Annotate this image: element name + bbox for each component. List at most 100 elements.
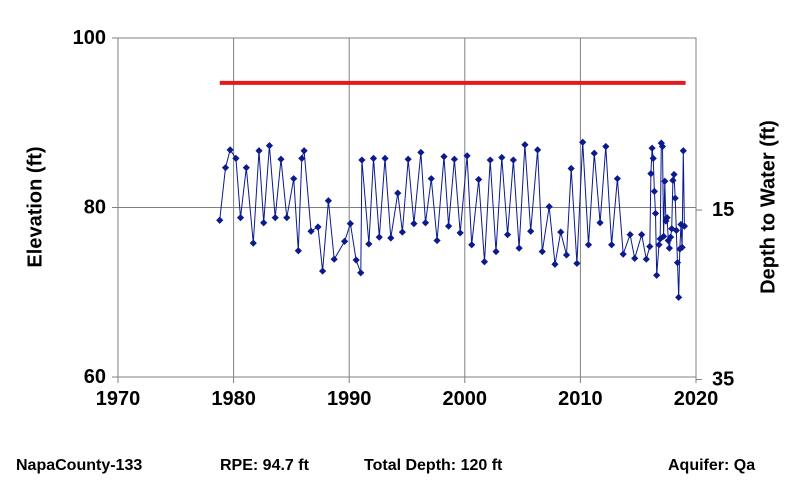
data-point bbox=[271, 214, 279, 222]
data-point bbox=[631, 254, 639, 262]
data-point bbox=[672, 226, 680, 234]
data-point bbox=[653, 271, 661, 279]
data-point bbox=[277, 155, 285, 163]
well-name: NapaCounty-133 bbox=[16, 457, 143, 474]
data-point bbox=[298, 154, 306, 162]
data-point bbox=[307, 227, 315, 235]
data-point bbox=[677, 220, 685, 229]
data-point bbox=[567, 164, 575, 173]
x-tick-label: 2020 bbox=[674, 388, 719, 410]
data-point bbox=[314, 223, 322, 231]
data-point bbox=[283, 214, 291, 222]
data-point bbox=[468, 241, 476, 249]
x-tick-label: 2000 bbox=[443, 388, 488, 410]
data-point bbox=[260, 219, 268, 227]
data-point bbox=[216, 216, 224, 224]
data-point bbox=[255, 147, 263, 155]
data-point bbox=[480, 258, 489, 266]
data-point bbox=[534, 146, 542, 154]
data-point bbox=[498, 153, 506, 162]
data-point bbox=[562, 251, 571, 259]
data-point bbox=[655, 241, 663, 249]
y-tick-label: 80 bbox=[84, 197, 106, 219]
x-tick-label: 1990 bbox=[327, 388, 372, 410]
data-point bbox=[613, 175, 621, 183]
tick-labels: 60 80 100 15 35 1970 1980 1990 2000 2010 2020 bbox=[73, 27, 735, 410]
data-point bbox=[398, 228, 406, 236]
rpe-label: RPE: 94.7 ft bbox=[220, 457, 309, 474]
data-point bbox=[445, 222, 453, 230]
data-point bbox=[663, 214, 671, 222]
data-point bbox=[551, 260, 559, 268]
data-point bbox=[671, 194, 679, 202]
data-point bbox=[324, 197, 332, 205]
data-point bbox=[427, 175, 435, 183]
data-point bbox=[650, 187, 658, 195]
data-point bbox=[662, 217, 670, 225]
data-point bbox=[330, 255, 338, 263]
data-point bbox=[642, 255, 650, 263]
data-point bbox=[648, 144, 656, 152]
data-point bbox=[463, 152, 471, 160]
data-point bbox=[675, 293, 683, 301]
data-point bbox=[638, 231, 646, 239]
data-point bbox=[381, 154, 389, 162]
y2-tick-label: 15 bbox=[712, 199, 734, 221]
data-point bbox=[666, 233, 675, 241]
data-point bbox=[660, 232, 668, 240]
data-point bbox=[421, 219, 430, 227]
data-point bbox=[417, 148, 425, 157]
data-point bbox=[646, 242, 654, 251]
data-point bbox=[369, 154, 378, 162]
data-point bbox=[236, 214, 245, 222]
data-point bbox=[358, 156, 366, 164]
data-point bbox=[596, 219, 604, 227]
data-point bbox=[346, 220, 354, 228]
data-point bbox=[375, 233, 383, 241]
data-point bbox=[619, 250, 627, 258]
x-tick-label: 1980 bbox=[211, 388, 256, 410]
tick-marks bbox=[112, 37, 702, 383]
data-point bbox=[679, 147, 687, 155]
data-point bbox=[521, 141, 529, 149]
data-point bbox=[221, 164, 230, 172]
data-point bbox=[226, 146, 234, 154]
data-point bbox=[661, 177, 669, 185]
data-point bbox=[669, 176, 677, 184]
data-point bbox=[651, 209, 660, 218]
data-point bbox=[608, 241, 616, 249]
y-tick-label: 100 bbox=[73, 27, 106, 49]
data-point bbox=[573, 259, 581, 268]
data-point bbox=[503, 231, 512, 239]
data-point bbox=[626, 231, 634, 239]
data-point bbox=[340, 237, 349, 245]
data-point bbox=[647, 170, 655, 178]
data-point bbox=[319, 267, 327, 275]
data-point bbox=[602, 142, 610, 151]
data-point bbox=[527, 227, 535, 235]
data-point bbox=[649, 154, 657, 162]
data-point bbox=[545, 203, 553, 211]
y2-axis-title: Depth to Water (ft) bbox=[757, 120, 779, 294]
data-point bbox=[294, 247, 302, 255]
data-point bbox=[475, 175, 483, 184]
data-point bbox=[664, 236, 672, 245]
data-point bbox=[670, 170, 678, 179]
x-tick-label: 1970 bbox=[96, 388, 141, 410]
data-point bbox=[365, 240, 373, 248]
data-point bbox=[394, 189, 402, 197]
data-point bbox=[249, 239, 257, 247]
data-point bbox=[665, 244, 674, 252]
data-point bbox=[590, 149, 598, 157]
data-point bbox=[515, 244, 523, 252]
y-axis-title: Elevation (ft) bbox=[24, 146, 46, 267]
data-point bbox=[450, 155, 458, 163]
data-point bbox=[579, 138, 587, 146]
x-tick-label: 2010 bbox=[558, 388, 603, 410]
data-point bbox=[290, 175, 298, 183]
y2-tick-label: 35 bbox=[712, 369, 734, 391]
data-point bbox=[300, 147, 308, 155]
series-markers bbox=[216, 138, 689, 301]
total-depth-label: Total Depth: 120 ft bbox=[364, 457, 503, 474]
data-point bbox=[509, 156, 517, 164]
